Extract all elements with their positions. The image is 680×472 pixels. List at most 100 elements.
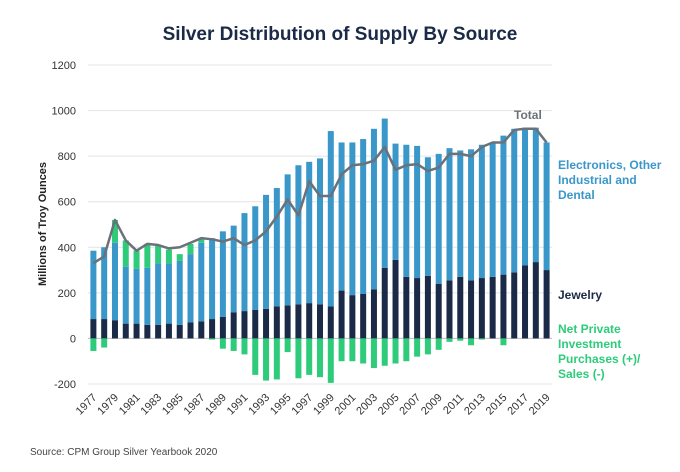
y-tick-label: 600 xyxy=(58,197,76,209)
bar-segment xyxy=(306,161,313,304)
bar-segment xyxy=(230,225,237,313)
total-line xyxy=(92,127,548,265)
bar-segment xyxy=(263,308,270,339)
bar-segment xyxy=(273,188,280,307)
x-tick-label: 2015 xyxy=(484,392,510,418)
bar-segment xyxy=(230,312,237,339)
bar-segment xyxy=(327,131,334,307)
bar-segment xyxy=(133,268,140,324)
bar-segment xyxy=(360,338,367,364)
bar-segment xyxy=(446,280,453,339)
x-tick-label: 2011 xyxy=(441,392,466,417)
bar-segment xyxy=(165,249,172,264)
x-tick-label: 2005 xyxy=(376,392,402,418)
y-tick-label: 400 xyxy=(58,242,76,254)
y-tick-label: -200 xyxy=(54,379,76,391)
bar-segment xyxy=(414,278,421,339)
bar-segment xyxy=(263,194,270,309)
chart-title: Silver Distribution of Supply By Source xyxy=(163,24,518,45)
bar-segment xyxy=(381,338,388,366)
legend-jewelry: Jewelry xyxy=(558,288,603,302)
x-tick-label: 1979 xyxy=(95,392,121,418)
bar-segment xyxy=(176,254,183,261)
bar-segment xyxy=(295,304,302,339)
x-tick-label: 1997 xyxy=(290,392,316,418)
bar-segment xyxy=(446,148,453,281)
bar-segment xyxy=(435,153,442,284)
x-tick-label: 1985 xyxy=(160,392,186,418)
bar-segment xyxy=(252,338,259,375)
x-tick-label: 2007 xyxy=(397,392,423,418)
x-tick-label: 2013 xyxy=(462,392,488,418)
bar-segment xyxy=(273,306,280,339)
x-tick-label: 1995 xyxy=(268,392,294,418)
bar-segment xyxy=(522,265,529,339)
bar-segment xyxy=(133,323,140,339)
y-axis-label: Millions of Troy Ounces xyxy=(37,162,49,286)
bar-segment xyxy=(435,283,442,339)
x-tick-label: 1983 xyxy=(138,392,164,418)
y-tick-label: 0 xyxy=(70,333,76,345)
bar-segment xyxy=(489,142,496,277)
bar-segment xyxy=(370,289,377,339)
bar-segment xyxy=(338,338,345,362)
bar-segment xyxy=(403,144,410,277)
bar-segment xyxy=(478,278,485,339)
bar-segment xyxy=(360,293,367,339)
bar-segment xyxy=(306,338,313,375)
bar-segment xyxy=(155,324,162,339)
bar-segment xyxy=(349,338,356,362)
bar-segment xyxy=(111,242,118,321)
bar-segment xyxy=(457,276,464,339)
bar-segment xyxy=(122,266,129,324)
bar-segment xyxy=(414,145,421,279)
x-tick-label: 1987 xyxy=(182,392,208,418)
y-tick-label: 200 xyxy=(58,288,76,300)
y-tick-label: 1200 xyxy=(52,60,76,72)
bar-segment xyxy=(90,338,97,351)
bar-segment xyxy=(165,263,172,324)
bar-segment xyxy=(273,338,280,380)
bar-segment xyxy=(219,231,226,317)
bar-segment xyxy=(468,149,475,281)
bar-segment xyxy=(230,338,237,351)
bar-segment xyxy=(198,238,205,243)
bar-segment xyxy=(209,319,216,339)
legend-investment: Net Private Investment Purchases (+)/ Sa… xyxy=(558,322,641,381)
bar-segment xyxy=(284,338,291,353)
bar-segment xyxy=(403,338,410,362)
bar-segment xyxy=(90,250,97,320)
bar-segment xyxy=(500,274,507,339)
bar-segment xyxy=(532,262,539,339)
bar-segment xyxy=(306,303,313,339)
legend-total: Total xyxy=(514,108,542,122)
bar-segment xyxy=(317,304,323,339)
bar-segment xyxy=(101,338,108,348)
bar-segment xyxy=(198,242,205,322)
x-tick-label: 1989 xyxy=(203,392,229,418)
bar-segment xyxy=(176,260,183,325)
bar-segment xyxy=(511,272,518,339)
bar-segment xyxy=(263,338,270,381)
bar-segment xyxy=(543,142,550,271)
x-tick-label: 1991 xyxy=(225,392,251,418)
bar-segment xyxy=(338,290,345,339)
bar-segment xyxy=(457,150,464,277)
bar-segment xyxy=(295,165,302,305)
bar-segment xyxy=(543,270,550,339)
bar-segment xyxy=(414,338,421,357)
bar-segment xyxy=(392,338,399,364)
bar-segment xyxy=(111,320,118,339)
bar-segment xyxy=(478,338,485,340)
x-tick-label: 2017 xyxy=(505,392,531,418)
x-tick-label: 2001 xyxy=(333,392,359,418)
bar-segment xyxy=(424,157,431,276)
bar-segment xyxy=(349,142,356,296)
bar-segment xyxy=(381,118,388,268)
bar-segment xyxy=(424,275,431,339)
bar-segment xyxy=(360,139,367,294)
bar-segment xyxy=(284,174,291,306)
bar-segment xyxy=(284,305,291,339)
bar-segment xyxy=(392,259,399,339)
